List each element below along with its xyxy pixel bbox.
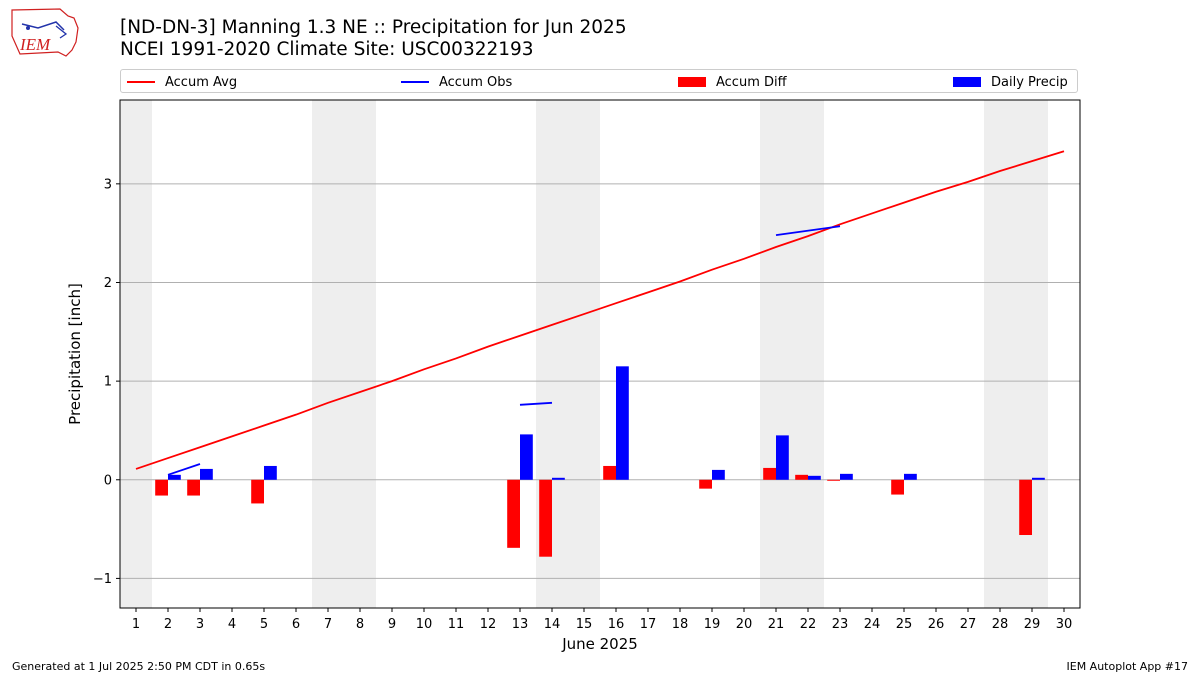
- diff-bar-day-13: [507, 479, 520, 548]
- daily-precip-bar-day-13: [520, 434, 533, 480]
- legend-item-accum-diff: Accum Diff: [678, 73, 787, 91]
- weekend-band-day-22: [792, 100, 824, 608]
- daily-precip-bar-day-22: [808, 475, 821, 480]
- x-tick-label-26: 26: [928, 617, 945, 632]
- x-tick-label-20: 20: [736, 617, 753, 632]
- legend-swatch-accum-obs: [401, 81, 429, 83]
- x-tick-label-11: 11: [448, 617, 465, 632]
- weekend-band-day-15: [568, 100, 600, 608]
- chart-legend: Accum Avg Accum Obs Accum Diff Daily Pre…: [120, 69, 1078, 93]
- x-tick-label-27: 27: [960, 617, 977, 632]
- accum-avg-line: [135, 150, 1065, 470]
- y-tick-label-1: 1: [104, 375, 112, 390]
- diff-bar-day-16: [603, 465, 616, 480]
- x-tick-label-10: 10: [416, 617, 433, 632]
- x-tick-label-5: 5: [260, 617, 268, 632]
- daily-precip-bar-day-25: [904, 473, 917, 480]
- accum-obs-segment-0: [167, 463, 201, 476]
- legend-label-accum-diff: Accum Diff: [716, 74, 787, 90]
- legend-swatch-daily-precip: [953, 77, 981, 87]
- x-tick-label-7: 7: [324, 617, 332, 632]
- diff-bar-day-22: [795, 474, 808, 480]
- weekend-band-day-28: [984, 100, 1016, 608]
- daily-precip-bar-day-29: [1032, 477, 1045, 480]
- x-tick-label-29: 29: [1024, 617, 1041, 632]
- y-axis-label: Precipitation [inch]: [66, 283, 84, 425]
- legend-item-daily-precip: Daily Precip: [953, 73, 1068, 91]
- daily-precip-bar-day-16: [616, 366, 629, 480]
- daily-precip-bar-day-21: [776, 435, 789, 480]
- x-tick-label-19: 19: [704, 617, 721, 632]
- x-tick-label-16: 16: [608, 617, 625, 632]
- legend-label-daily-precip: Daily Precip: [991, 74, 1068, 90]
- x-tick-label-28: 28: [992, 617, 1009, 632]
- weekend-band-day-8: [344, 100, 376, 608]
- diff-bar-day-3: [187, 479, 200, 496]
- x-tick-label-1: 1: [132, 617, 140, 632]
- diff-bar-day-23: [827, 479, 840, 481]
- legend-swatch-accum-diff: [678, 77, 706, 87]
- legend-label-accum-obs: Accum Obs: [439, 74, 513, 90]
- x-tick-label-8: 8: [356, 617, 364, 632]
- y-tick-label--1: −1: [93, 572, 112, 587]
- diff-bar-day-25: [891, 479, 904, 495]
- iem-logo: IEM: [11, 8, 79, 57]
- diff-bar-day-14: [539, 479, 552, 557]
- x-tick-label-6: 6: [292, 617, 300, 632]
- x-tick-label-15: 15: [576, 617, 593, 632]
- x-tick-label-30: 30: [1056, 617, 1073, 632]
- diff-bar-day-2: [155, 479, 168, 496]
- weekend-band-day-7: [312, 100, 344, 608]
- accum-obs-segment-2: [775, 225, 841, 237]
- x-tick-label-3: 3: [196, 617, 204, 632]
- legend-item-accum-obs: Accum Obs: [401, 73, 512, 91]
- legend-item-accum-avg: Accum Avg: [127, 73, 237, 91]
- x-tick-label-22: 22: [800, 617, 817, 632]
- daily-precip-bar-day-2: [168, 474, 181, 480]
- y-tick-label-3: 3: [104, 177, 112, 192]
- weekend-band-day-1: [120, 100, 152, 608]
- x-tick-label-18: 18: [672, 617, 689, 632]
- diff-bar-day-29: [1019, 479, 1032, 536]
- x-tick-label-23: 23: [832, 617, 849, 632]
- y-tick-label-0: 0: [104, 473, 112, 488]
- x-tick-label-13: 13: [512, 617, 529, 632]
- x-tick-label-2: 2: [164, 617, 172, 632]
- legend-label-accum-avg: Accum Avg: [165, 74, 238, 90]
- daily-precip-bar-day-23: [840, 473, 853, 480]
- footer-generated: Generated at 1 Jul 2025 2:50 PM CDT in 0…: [12, 660, 266, 673]
- diff-bar-day-19: [699, 479, 712, 489]
- legend-swatch-accum-avg: [127, 81, 155, 83]
- logo-text: IEM: [19, 35, 51, 54]
- diff-bar-day-21: [763, 467, 776, 480]
- daily-precip-bar-day-19: [712, 469, 725, 480]
- x-tick-label-9: 9: [388, 617, 396, 632]
- plot-frame: [119, 99, 1081, 609]
- x-tick-label-4: 4: [228, 617, 236, 632]
- x-tick-label-17: 17: [640, 617, 657, 632]
- accum-obs-segment-1: [519, 401, 553, 406]
- chart-subtitle: NCEI 1991-2020 Climate Site: USC00322193: [120, 39, 534, 60]
- x-tick-label-25: 25: [896, 617, 913, 632]
- x-tick-label-21: 21: [768, 617, 785, 632]
- weekend-band-day-21: [760, 100, 792, 608]
- diff-bar-day-5: [251, 479, 264, 504]
- chart-title: [ND-DN-3] Manning 1.3 NE :: Precipitatio…: [120, 17, 627, 38]
- daily-precip-bar-day-14: [552, 477, 565, 480]
- x-tick-label-14: 14: [544, 617, 561, 632]
- x-tick-label-12: 12: [480, 617, 497, 632]
- footer-app: IEM Autoplot App #17: [1066, 660, 1189, 673]
- x-tick-label-24: 24: [864, 617, 881, 632]
- daily-precip-bar-day-3: [200, 468, 213, 480]
- x-axis-label: June 2025: [561, 635, 638, 653]
- daily-precip-bar-day-5: [264, 465, 277, 480]
- y-tick-label-2: 2: [104, 276, 112, 291]
